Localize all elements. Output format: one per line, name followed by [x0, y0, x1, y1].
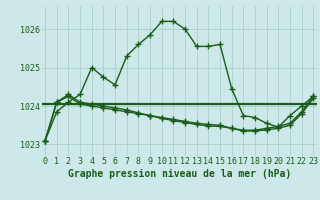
X-axis label: Graphe pression niveau de la mer (hPa): Graphe pression niveau de la mer (hPa) — [68, 169, 291, 179]
